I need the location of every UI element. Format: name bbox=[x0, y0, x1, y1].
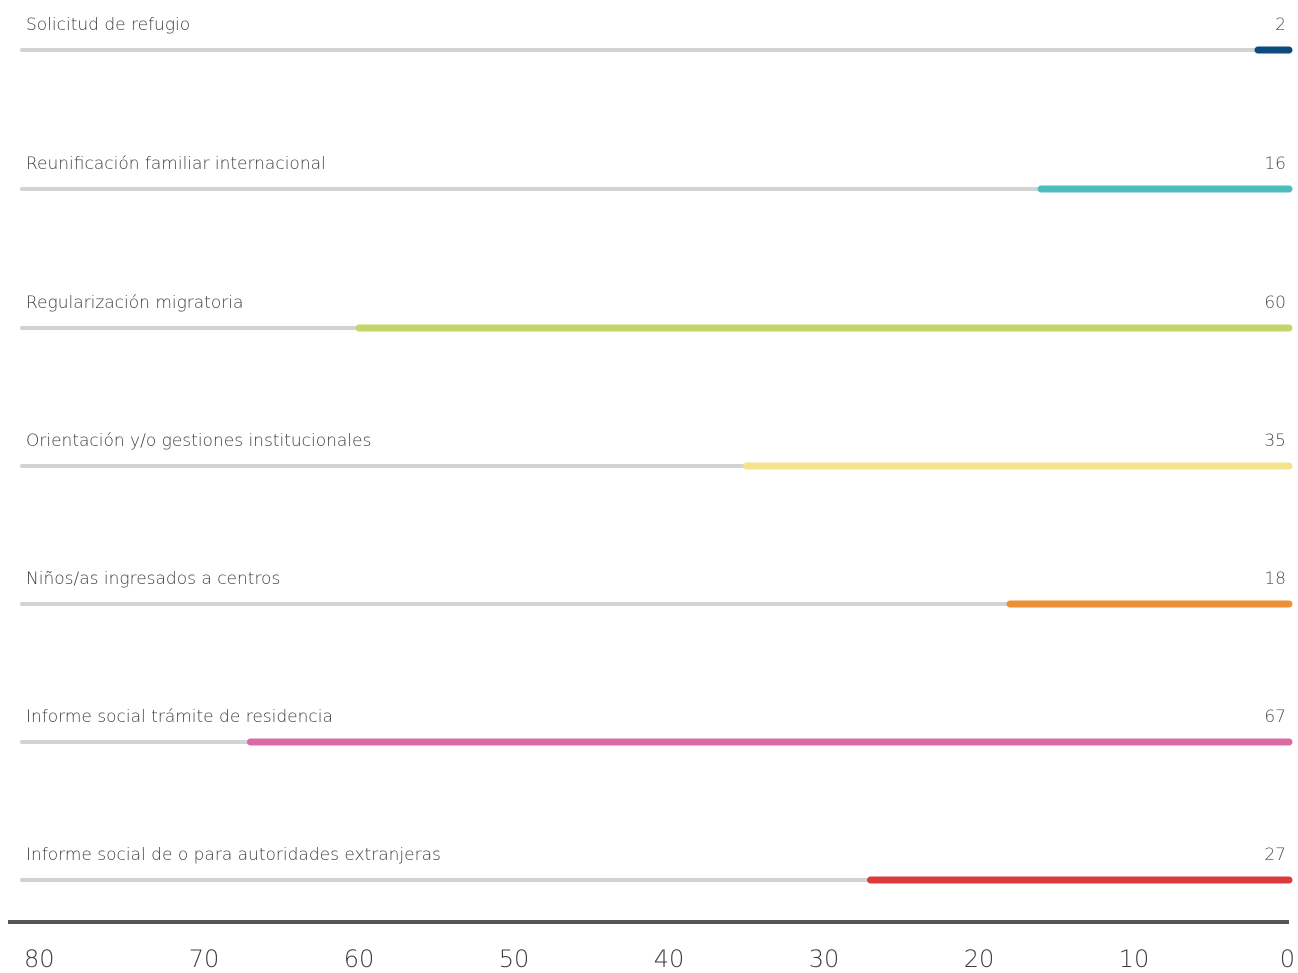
bar-row: Reunificación familiar internacional 16 bbox=[20, 154, 1293, 193]
x-tick-label: 80 bbox=[24, 945, 55, 973]
x-tick-label: 10 bbox=[1119, 945, 1150, 973]
bar-value-label: 35 bbox=[1264, 431, 1286, 451]
x-axis-ticks: 80 70 60 50 40 30 20 10 0 bbox=[24, 945, 1295, 973]
bar-value-label: 18 bbox=[1264, 569, 1286, 589]
bar-value-label: 67 bbox=[1264, 707, 1286, 727]
bar-category-label: Regularización migratoria bbox=[26, 293, 243, 313]
x-tick-label: 30 bbox=[809, 945, 840, 973]
bar-row: Informe social trámite de residencia 67 bbox=[20, 707, 1293, 746]
x-tick-label: 70 bbox=[189, 945, 220, 973]
bar-value-label: 60 bbox=[1264, 293, 1286, 313]
bar-value-label: 27 bbox=[1264, 845, 1286, 865]
x-tick-label: 40 bbox=[654, 945, 685, 973]
bar-row: Regularización migratoria 60 bbox=[20, 293, 1293, 332]
bar-value-label: 16 bbox=[1264, 154, 1286, 174]
bar-row: Informe social de o para autoridades ext… bbox=[20, 845, 1293, 884]
bar-row: Solicitud de refugio 2 bbox=[20, 15, 1293, 54]
bar-category-label: Informe social trámite de residencia bbox=[26, 707, 333, 727]
bar-row: Niños/as ingresados a centros 18 bbox=[20, 569, 1293, 608]
x-tick-label: 20 bbox=[964, 945, 995, 973]
bar-category-label: Informe social de o para autoridades ext… bbox=[26, 845, 441, 865]
x-tick-label: 0 bbox=[1280, 945, 1295, 973]
bar-value-label: 2 bbox=[1275, 15, 1286, 35]
bar-category-label: Niños/as ingresados a centros bbox=[26, 569, 280, 589]
bar-category-label: Reunificación familiar internacional bbox=[26, 154, 326, 174]
bar-row: Orientación y/o gestiones institucionale… bbox=[20, 431, 1293, 470]
bar-rows: Solicitud de refugio 2 Reunificación famil… bbox=[20, 15, 1293, 884]
bar-category-label: Orientación y/o gestiones institucionale… bbox=[26, 431, 371, 451]
x-tick-label: 50 bbox=[499, 945, 530, 973]
bar-category-label: Solicitud de refugio bbox=[26, 15, 190, 35]
x-tick-label: 60 bbox=[344, 945, 375, 973]
